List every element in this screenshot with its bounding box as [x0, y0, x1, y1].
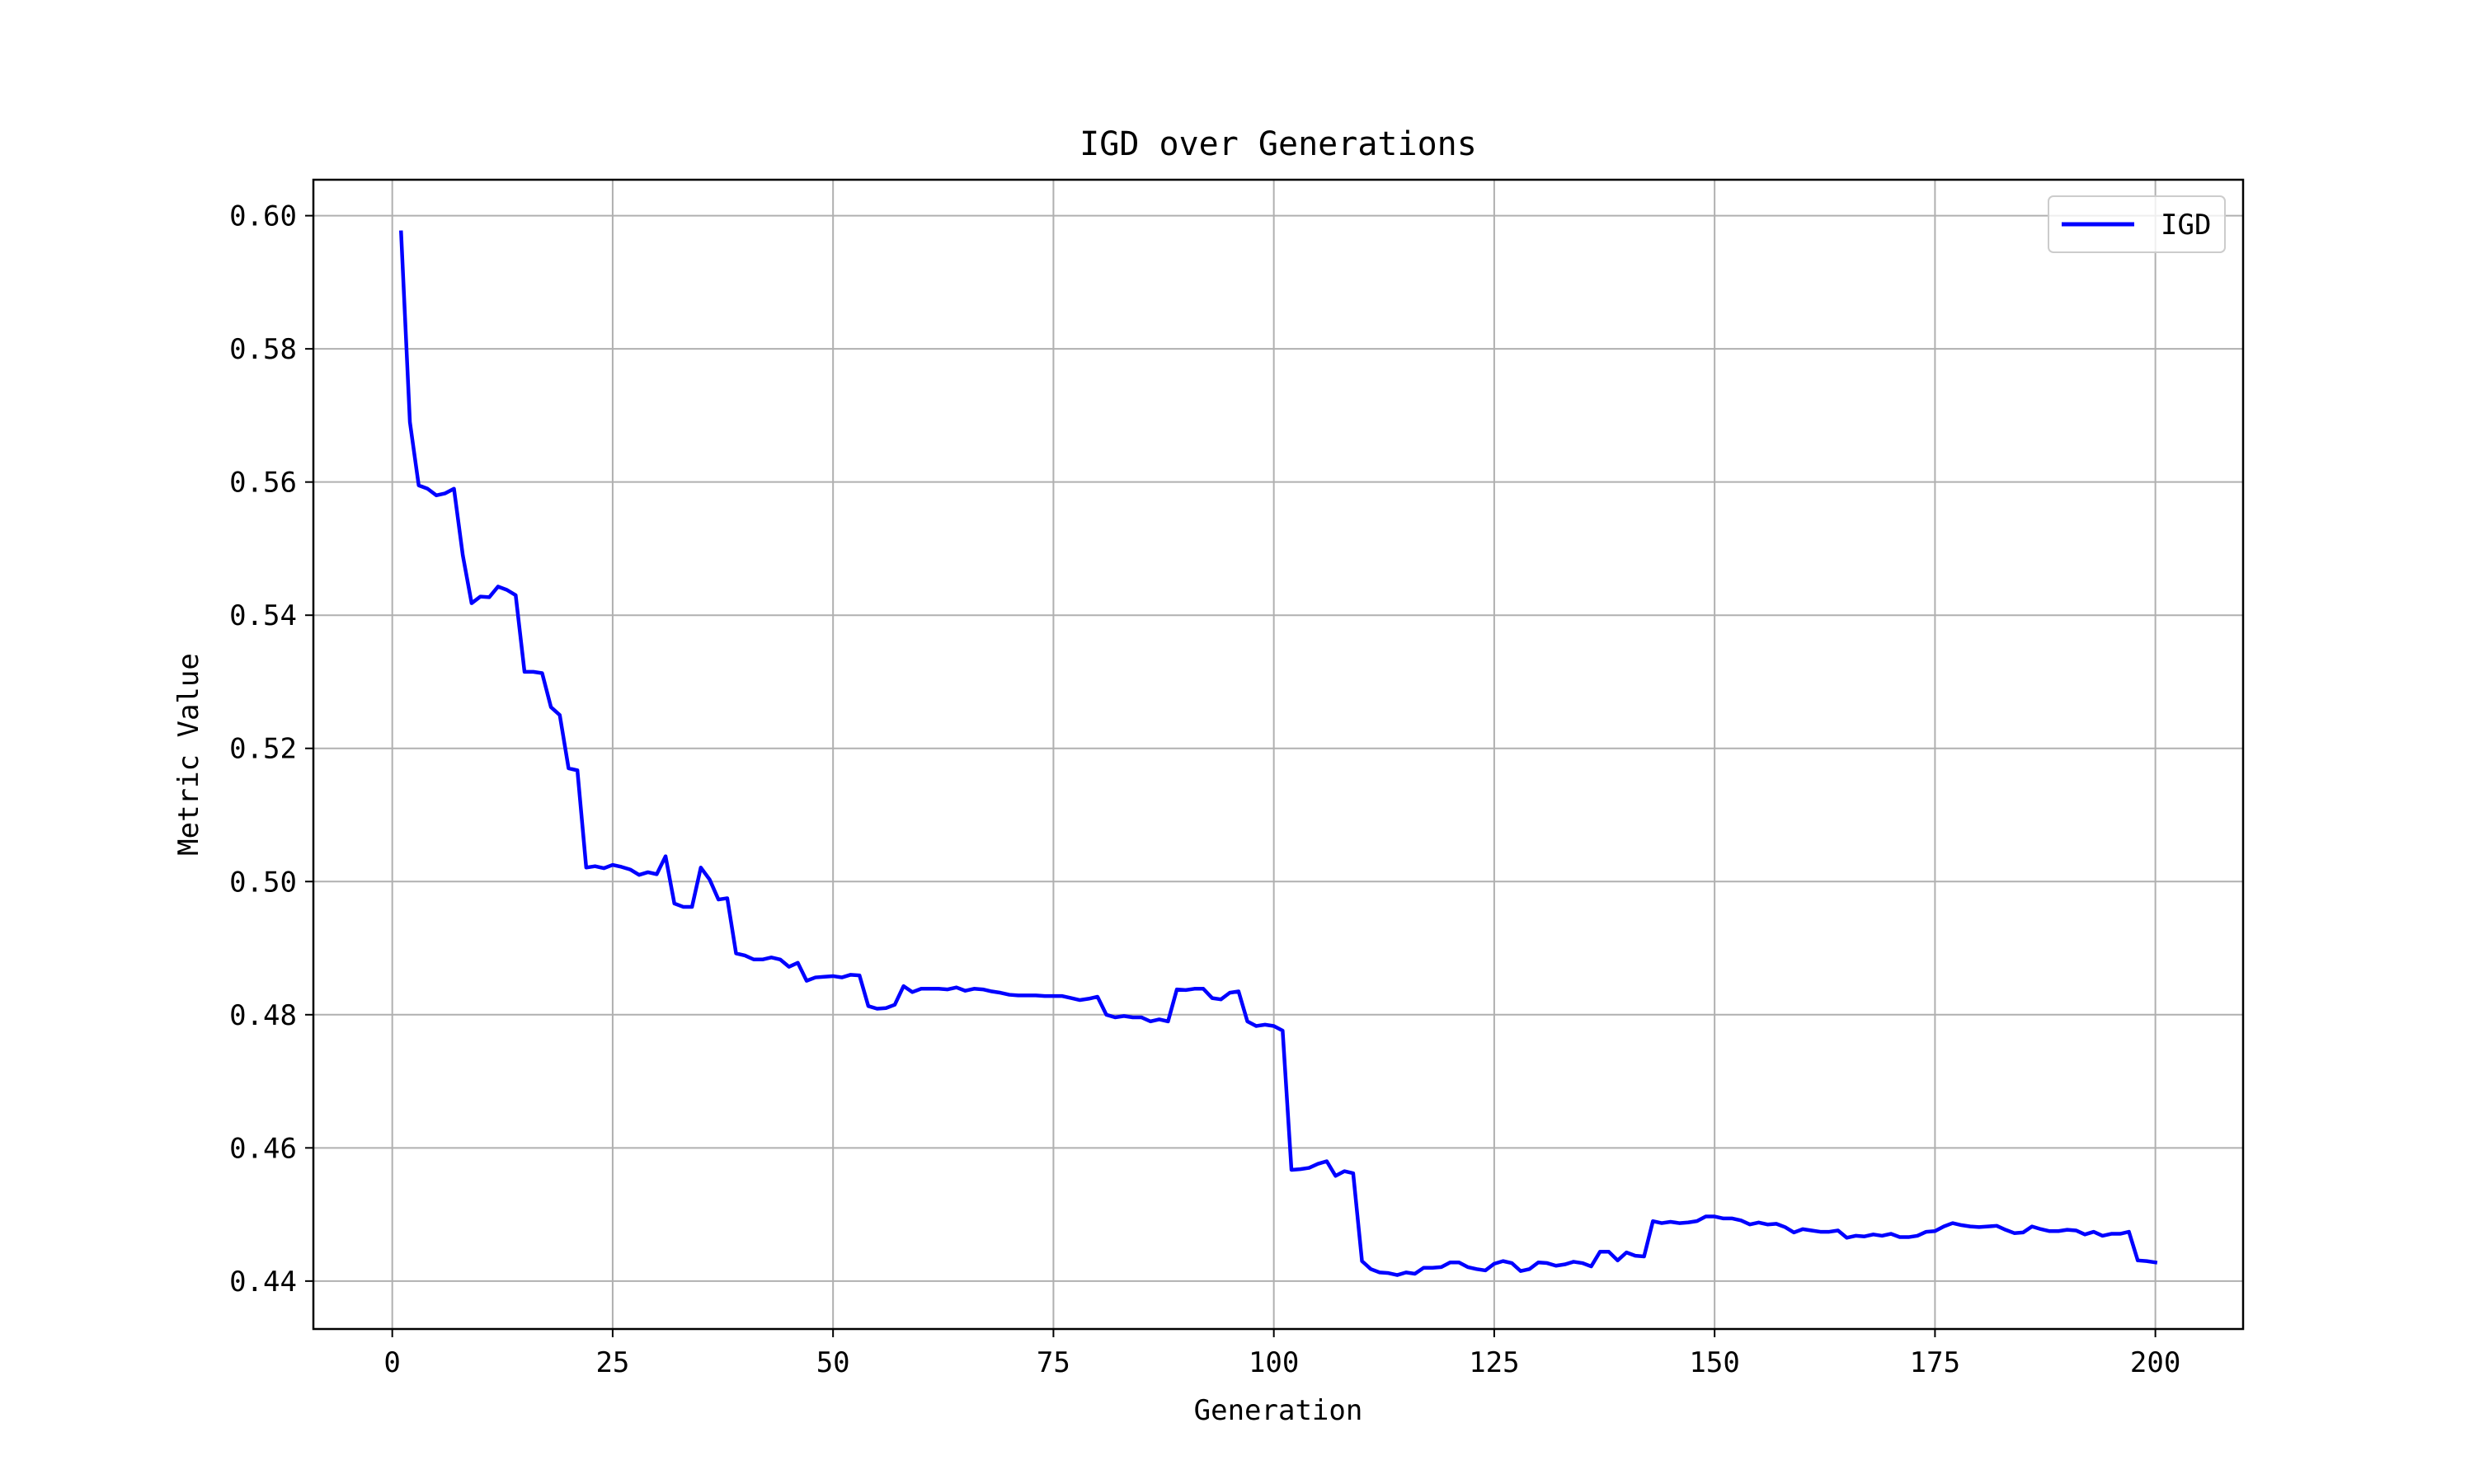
x-tick-label: 150	[1689, 1346, 1739, 1379]
grid	[313, 180, 2243, 1329]
x-tick-label: 25	[595, 1346, 629, 1379]
x-axis: 0 25 50 75 100 125 150 175 200	[383, 1329, 2180, 1379]
legend-box	[2048, 195, 2226, 253]
y-axis-label: Metric Value	[172, 653, 205, 856]
y-tick-label: 0.48	[229, 999, 297, 1032]
x-axis-label: Generation	[1194, 1394, 1363, 1427]
plot-frame	[312, 178, 2245, 1331]
y-tick-label: 0.46	[229, 1132, 297, 1165]
y-tick-label: 0.44	[229, 1266, 297, 1298]
y-tick-label: 0.56	[229, 467, 297, 500]
x-tick-label: 125	[1469, 1346, 1519, 1379]
y-tick-label: 0.50	[229, 866, 297, 899]
x-tick-label: 75	[1037, 1346, 1070, 1379]
x-tick-label: 100	[1249, 1346, 1299, 1379]
x-tick-label: 175	[1910, 1346, 1960, 1379]
chart-title: IGD over Generations	[1079, 125, 1477, 163]
y-tick-label: 0.52	[229, 733, 297, 766]
y-tick-label: 0.58	[229, 333, 297, 366]
series-layer	[399, 230, 2158, 1277]
y-axis: 0.44 0.46 0.48 0.50 0.52 0.54 0.56 0.58 0.60	[229, 200, 313, 1298]
y-tick-label: 0.54	[229, 599, 297, 632]
x-tick-label: 50	[816, 1346, 850, 1379]
y-tick-label: 0.60	[229, 200, 297, 233]
x-tick-label: 0	[383, 1346, 400, 1379]
x-tick-label: 200	[2130, 1346, 2180, 1379]
plot-area	[313, 180, 2243, 1329]
series-line-igd	[399, 230, 2158, 1277]
legend: IGD	[2048, 195, 2226, 253]
legend-label-igd: IGD	[2161, 209, 2211, 242]
